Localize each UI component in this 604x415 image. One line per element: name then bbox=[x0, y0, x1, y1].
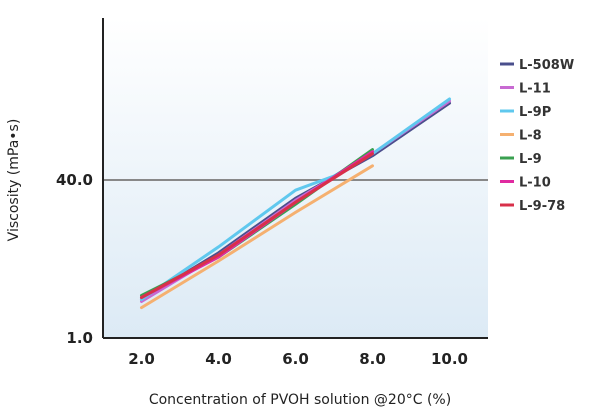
legend-label: L-8 bbox=[519, 129, 542, 144]
x-tick-label: 6.0 bbox=[282, 350, 309, 368]
legend-label: L-9-78 bbox=[519, 199, 565, 214]
legend-label: L-9 bbox=[519, 152, 542, 167]
y-tick-label: 40.0 bbox=[56, 171, 93, 189]
series-line-l-9p bbox=[140, 97, 451, 301]
x-tick-label: 8.0 bbox=[359, 350, 386, 368]
legend-label: L-508W bbox=[519, 58, 574, 73]
y-axis-label: Viscosity (mPa•s) bbox=[6, 119, 22, 242]
y-tick-label: 1.0 bbox=[66, 329, 93, 347]
legend-label: L-10 bbox=[519, 176, 551, 191]
x-tick-label: 4.0 bbox=[205, 350, 232, 368]
series-line-l-8 bbox=[140, 164, 374, 310]
series-line-l-9-78 bbox=[140, 152, 374, 299]
legend-label: L-11 bbox=[519, 82, 551, 97]
x-tick-label: 2.0 bbox=[128, 350, 155, 368]
legend: L-508W L-11 L-9P L-8 L-9 L-10 L-9-78 bbox=[500, 58, 574, 214]
x-axis-label: Concentration of PVOH solution @20°C (%) bbox=[149, 392, 451, 408]
legend-label: L-9P bbox=[519, 105, 551, 120]
x-tick-label: 10.0 bbox=[431, 350, 468, 368]
